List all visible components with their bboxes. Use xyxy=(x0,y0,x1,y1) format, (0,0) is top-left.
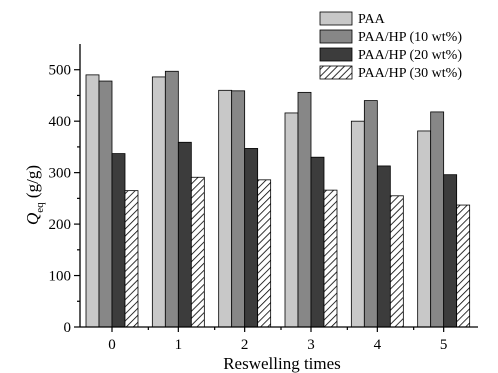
bar-series-3-cat-1 xyxy=(177,141,192,328)
bar-series-4-cat-0 xyxy=(124,190,139,328)
x-tick-label-3: 3 xyxy=(307,337,315,353)
bar-series-4-cat-4 xyxy=(389,195,404,328)
legend-label-4: PAA/HP (30 wt%) xyxy=(358,66,462,81)
bar-series-3-cat-5 xyxy=(443,174,458,328)
bar-series-3-cat-0 xyxy=(111,153,126,328)
bar-series-2-cat-3 xyxy=(297,91,312,328)
bar-series-4-cat-3 xyxy=(323,189,338,328)
legend-swatch-2 xyxy=(319,29,353,44)
y-tick-label-200: 200 xyxy=(49,217,72,233)
bar-series-2-cat-5 xyxy=(430,111,445,328)
bar-series-3-cat-3 xyxy=(310,156,325,328)
bars xyxy=(85,70,471,328)
axes: 0 100 200 300 400 500 0 1 2 3 4 5 xyxy=(49,44,478,353)
y-tick-label-500: 500 xyxy=(49,63,72,79)
x-axis-title: Reswelling times xyxy=(223,354,341,373)
x-tick-label-0: 0 xyxy=(108,337,116,353)
legend: PAA PAA/HP (10 wt%) PAA/HP (20 wt%) PAA/HP … xyxy=(319,11,462,81)
y-tick-label-300: 300 xyxy=(49,166,72,182)
bar-series-4-cat-2 xyxy=(257,179,272,328)
legend-label-3: PAA/HP (20 wt%) xyxy=(358,48,462,63)
bar-series-1-cat-3 xyxy=(284,112,299,328)
y-tick-label-0: 0 xyxy=(64,320,72,336)
bar-series-4-cat-5 xyxy=(456,204,471,328)
y-tick-label-400: 400 xyxy=(49,114,72,130)
bar-series-1-cat-0 xyxy=(85,74,100,328)
legend-label-1: PAA xyxy=(358,12,386,27)
bar-series-1-cat-5 xyxy=(417,130,432,328)
bar-series-2-cat-4 xyxy=(363,100,378,328)
y-axis-title: Qeq (g/g) xyxy=(23,165,46,225)
legend-swatch-1 xyxy=(319,11,353,26)
bar-series-1-cat-2 xyxy=(218,89,233,328)
legend-label-2: PAA/HP (10 wt%) xyxy=(358,30,462,45)
x-tick-label-5: 5 xyxy=(440,337,448,353)
bar-series-2-cat-1 xyxy=(164,70,179,328)
y-tick-label-100: 100 xyxy=(49,269,72,285)
bar-series-3-cat-4 xyxy=(376,165,391,328)
legend-swatch-4 xyxy=(319,65,353,80)
y-axis-title-unit: (g/g) xyxy=(23,165,42,202)
bar-series-4-cat-1 xyxy=(190,176,205,328)
bar-series-1-cat-4 xyxy=(350,120,365,328)
x-tick-label-4: 4 xyxy=(374,337,382,353)
legend-swatch-3 xyxy=(319,47,353,62)
x-tick-label-1: 1 xyxy=(175,337,183,353)
bar-series-3-cat-2 xyxy=(244,148,259,328)
bar-series-2-cat-2 xyxy=(231,90,246,328)
y-axis-title-subscript: eq xyxy=(34,202,46,213)
bar-series-1-cat-1 xyxy=(151,76,166,328)
x-tick-label-2: 2 xyxy=(241,337,249,353)
bar-series-2-cat-0 xyxy=(98,80,113,328)
y-axis-title-symbol: Q xyxy=(23,213,42,225)
